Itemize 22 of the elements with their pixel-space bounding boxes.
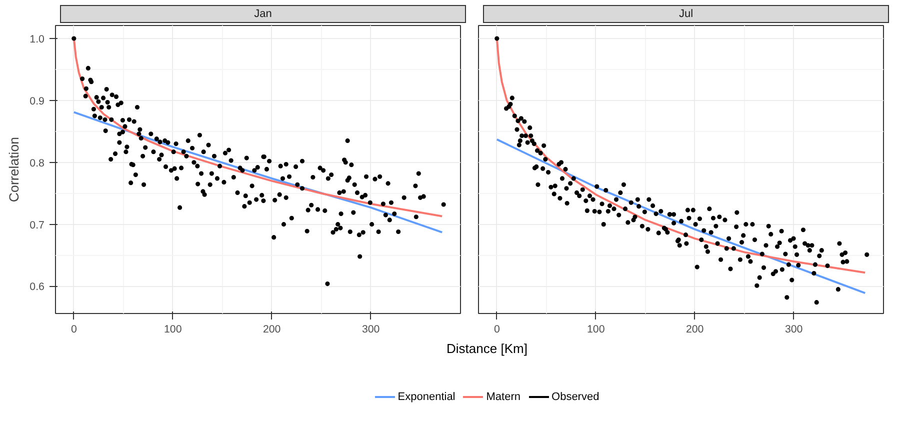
y-axis-title: Correlation <box>6 136 22 202</box>
y-tick-label: 1.0 <box>30 34 45 46</box>
y-tick-label: 0.8 <box>30 157 45 170</box>
y-tick-label: 0.7 <box>30 219 45 232</box>
legend-label: Observed <box>550 390 600 405</box>
x-tick-label: 100 <box>586 324 605 336</box>
legend-label: Exponential <box>396 390 456 405</box>
y-tick-label: 0.6 <box>30 281 45 294</box>
x-tick-label: 0 <box>70 324 77 336</box>
chart-title: Jan <box>254 7 272 22</box>
chart-title: Jul <box>678 7 694 22</box>
line-series <box>72 111 444 234</box>
x-axis-title: Distance [Km] <box>446 340 528 358</box>
x-tick-label: 300 <box>784 324 803 336</box>
x-tick-label: 200 <box>686 324 704 336</box>
y-tick-label: 0.9 <box>30 95 45 108</box>
x-tick-label: 100 <box>164 324 182 336</box>
x-tick-label: 0 <box>494 324 500 336</box>
legend-label: Matern <box>485 390 521 405</box>
x-tick-label: 200 <box>262 324 281 336</box>
line-series <box>72 38 444 218</box>
x-tick-label: 300 <box>362 324 380 336</box>
